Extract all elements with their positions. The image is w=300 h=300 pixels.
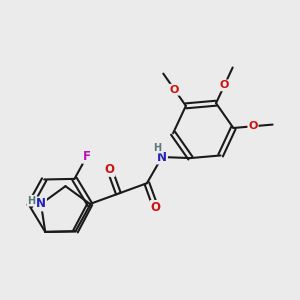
Text: O: O: [170, 85, 179, 95]
Text: O: O: [248, 121, 258, 131]
Text: O: O: [220, 80, 229, 90]
Text: H: H: [28, 196, 36, 206]
Text: O: O: [151, 201, 161, 214]
Text: H: H: [153, 142, 161, 153]
Text: N: N: [157, 151, 167, 164]
Text: F: F: [83, 150, 91, 163]
Text: O: O: [105, 163, 115, 176]
Text: N: N: [36, 197, 46, 211]
